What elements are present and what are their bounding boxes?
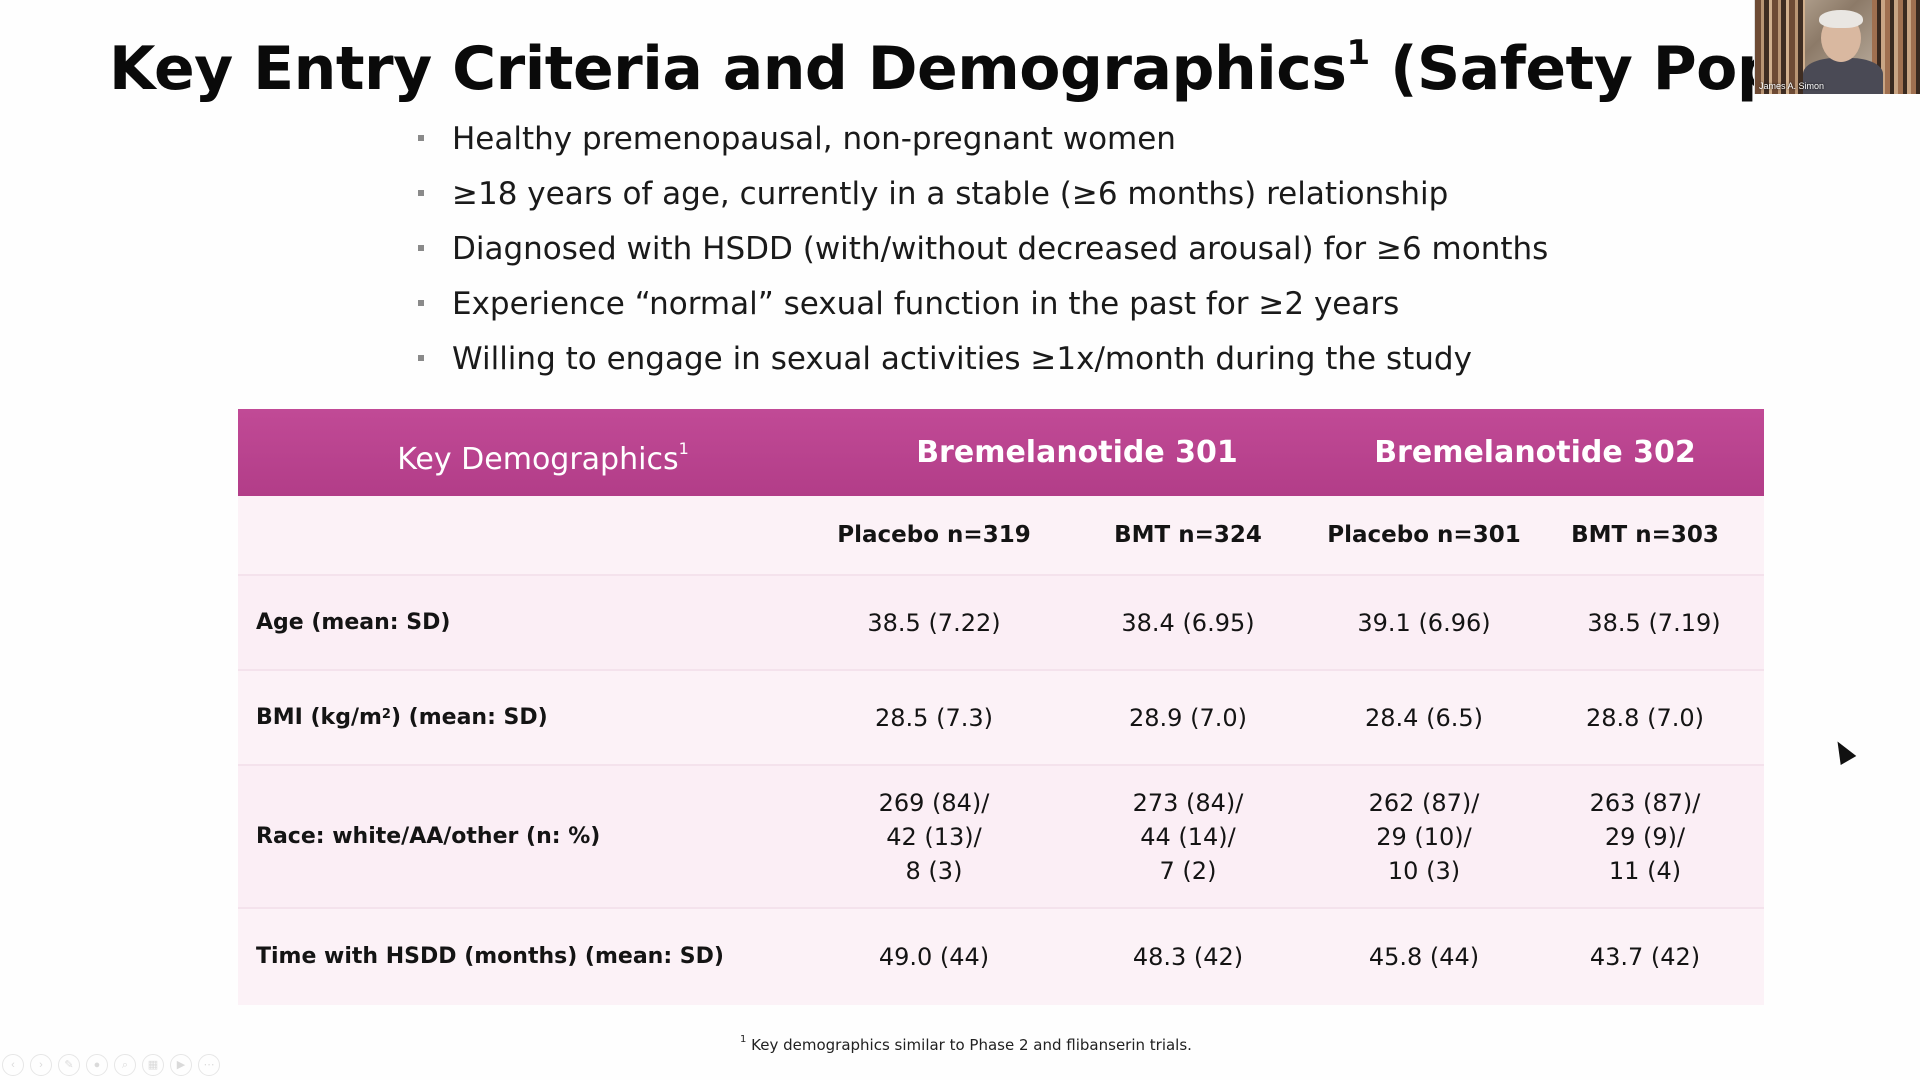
pen-icon[interactable]: ✎	[58, 1054, 80, 1076]
bullet-item: ≥18 years of age, currently in a stable …	[412, 170, 1548, 225]
presenter-body	[1803, 58, 1883, 94]
header-bremelanotide-302: Bremelanotide 302	[1374, 435, 1696, 470]
bullet-text: Willing to engage in sexual activities ≥…	[452, 341, 1472, 377]
table-cell: 45.8 (44)	[1368, 943, 1480, 971]
row-label: Age (mean: SD)	[256, 609, 451, 635]
webcam-name-label: James A. Simon	[1759, 81, 1825, 91]
header-footnote-marker: 1	[678, 439, 689, 458]
table-row: Time with HSDD (months) (mean: SD) 49.0 …	[238, 909, 1764, 1005]
table-cell: 38.5 (7.22)	[867, 608, 1001, 637]
table-header: Key Demographics1 Bremelanotide 301 Brem…	[238, 409, 1764, 496]
subheader-empty	[238, 496, 808, 574]
slides-icon[interactable]: ▦	[142, 1054, 164, 1076]
table-cell: 28.8 (7.0)	[1586, 703, 1704, 732]
row-label-superscript: 2	[381, 706, 391, 722]
bullet-text: Experience “normal” sexual function in t…	[452, 286, 1400, 322]
row-label-text-rest: ) (mean: SD)	[390, 704, 548, 730]
footnote-text: Key demographics similar to Phase 2 and …	[746, 1036, 1192, 1054]
bullet-item: Diagnosed with HSDD (with/without decrea…	[412, 225, 1548, 280]
presenter-hair	[1819, 10, 1863, 28]
subheader-cell: BMT n=303	[1571, 522, 1719, 548]
subheader-cell: Placebo n=301	[1327, 522, 1521, 548]
title-text-rest: (Safety Populatio	[1390, 34, 1759, 104]
bullet-dot-icon	[418, 190, 424, 196]
table-subheader-row: Placebo n=319 BMT n=324 Placebo n=301 BM…	[238, 496, 1764, 576]
demographics-table: Key Demographics1 Bremelanotide 301 Brem…	[238, 409, 1764, 1005]
more-icon[interactable]: ⋯	[198, 1054, 220, 1076]
row-label-text: BMI (kg/m	[256, 704, 382, 730]
table-cell: 263 (87)/ 29 (9)/ 11 (4)	[1589, 788, 1701, 885]
bullet-dot-icon	[418, 355, 424, 361]
subheader-cell: Placebo n=319	[837, 522, 1031, 548]
header-key-demographics-text: Key Demographics	[397, 442, 679, 477]
table-cell: 38.5 (7.19)	[1587, 608, 1721, 637]
bullet-text: Diagnosed with HSDD (with/without decrea…	[452, 231, 1549, 267]
table-cell: 273 (84)/ 44 (14)/ 7 (2)	[1132, 788, 1244, 885]
table-cell: 28.9 (7.0)	[1129, 703, 1247, 732]
subheader-cell: BMT n=324	[1114, 522, 1262, 548]
footnote: 1 Key demographics similar to Phase 2 an…	[740, 1034, 1192, 1054]
bullet-item: Healthy premenopausal, non-pregnant wome…	[412, 115, 1548, 170]
mouse-cursor-icon	[1829, 736, 1857, 766]
bullet-dot-icon	[418, 135, 424, 141]
footnote-marker: 1	[740, 1034, 747, 1045]
table-row: BMI (kg/m 2) (mean: SD) 28.5 (7.3) 28.9 (…	[238, 671, 1764, 766]
bookshelf-left	[1755, 0, 1805, 94]
bullet-dot-icon	[418, 300, 424, 306]
row-label: Time with HSDD (months) (mean: SD)	[256, 944, 724, 969]
laser-icon[interactable]: ●	[86, 1054, 108, 1076]
prev-slide-icon[interactable]: ‹	[2, 1054, 24, 1076]
table-cell: 49.0 (44)	[878, 943, 990, 971]
zoom-icon[interactable]: ⌕	[114, 1054, 136, 1076]
title-footnote-marker: 1	[1346, 33, 1371, 73]
table-cell: 28.4 (6.5)	[1365, 703, 1483, 732]
table-row: Age (mean: SD) 38.5 (7.22) 38.4 (6.95) 3…	[238, 576, 1764, 671]
slide-title: Key Entry Criteria and Demographics1 (Sa…	[109, 14, 1759, 112]
presentation-toolbar: ‹ › ✎ ● ⌕ ▦ ▶ ⋯	[2, 1054, 220, 1076]
table-row: Race: white/AA/other (n: %) 269 (84)/ 42…	[238, 766, 1764, 909]
bullet-text: ≥18 years of age, currently in a stable …	[452, 176, 1449, 212]
row-label: BMI (kg/m 2) (mean: SD)	[238, 671, 808, 764]
table-cell: 262 (87)/ 29 (10)/ 10 (3)	[1368, 788, 1480, 885]
title-text: Key Entry Criteria and Demographics	[109, 34, 1347, 104]
bullet-text: Healthy premenopausal, non-pregnant wome…	[452, 121, 1176, 157]
table-cell: 38.4 (6.95)	[1121, 608, 1255, 637]
table-cell: 43.7 (42)	[1589, 943, 1701, 971]
table-cell: 269 (84)/ 42 (13)/ 8 (3)	[878, 788, 990, 885]
table-cell: 48.3 (42)	[1132, 943, 1244, 971]
next-slide-icon[interactable]: ›	[30, 1054, 52, 1076]
table-cell: 28.5 (7.3)	[875, 703, 993, 732]
video-icon[interactable]: ▶	[170, 1054, 192, 1076]
bullet-dot-icon	[418, 245, 424, 251]
header-key-demographics: Key Demographics1	[238, 409, 848, 496]
header-bremelanotide-301: Bremelanotide 301	[916, 435, 1238, 470]
bullet-item: Willing to engage in sexual activities ≥…	[412, 335, 1548, 390]
table-cell: 39.1 (6.96)	[1357, 608, 1491, 637]
entry-criteria-list: Healthy premenopausal, non-pregnant wome…	[412, 115, 1548, 390]
bullet-item: Experience “normal” sexual function in t…	[412, 280, 1548, 335]
row-label: Race: white/AA/other (n: %)	[256, 823, 601, 849]
webcam-video[interactable]: James A. Simon	[1754, 0, 1920, 94]
